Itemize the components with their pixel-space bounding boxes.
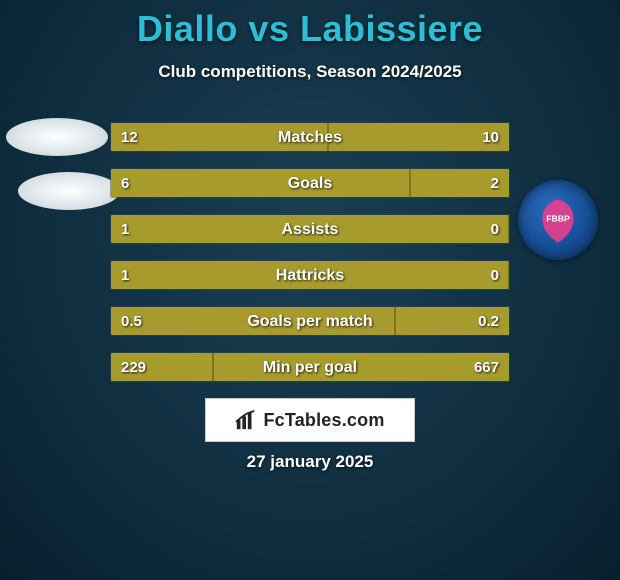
stat-value-right: 667: [474, 353, 499, 382]
card-title: Diallo vs Labissiere: [0, 0, 620, 50]
brand-logo-icon: [235, 409, 257, 431]
stat-row: Goals6 2: [110, 168, 510, 198]
stat-value-right: 0: [491, 261, 499, 290]
stat-value-right: 10: [482, 123, 499, 152]
brand-box: FcTables.com: [205, 398, 415, 442]
stat-value-left: 1: [121, 215, 129, 244]
player-right-club-badge: FBBP: [518, 180, 598, 260]
stat-value-left: 12: [121, 123, 138, 152]
comparison-card: Diallo vs Labissiere Club competitions, …: [0, 0, 620, 580]
stat-row: Goals per match0.5 0.2: [110, 306, 510, 336]
brand-text: FcTables.com: [263, 410, 384, 431]
stat-value-right: 0: [491, 215, 499, 244]
stat-label: Hattricks: [111, 261, 509, 290]
club-badge-icon: FBBP: [532, 194, 584, 246]
stat-value-left: 0.5: [121, 307, 142, 336]
stat-value-left: 229: [121, 353, 146, 382]
stat-label: Assists: [111, 215, 509, 244]
stat-row: Matches12 10: [110, 122, 510, 152]
stat-value-left: 1: [121, 261, 129, 290]
stat-row: Min per goal229 667: [110, 352, 510, 382]
stat-row: Assists1 0: [110, 214, 510, 244]
svg-text:FBBP: FBBP: [546, 214, 570, 224]
stat-label: Goals per match: [111, 307, 509, 336]
player-left-avatar: [6, 118, 108, 156]
stat-value-right: 2: [491, 169, 499, 198]
stat-label: Min per goal: [111, 353, 509, 382]
stat-label: Goals: [111, 169, 509, 198]
stat-label: Matches: [111, 123, 509, 152]
card-subtitle: Club competitions, Season 2024/2025: [0, 62, 620, 82]
stat-value-right: 0.2: [478, 307, 499, 336]
stat-value-left: 6: [121, 169, 129, 198]
stats-bars: Matches1210Goals62Assists10Hattricks10Go…: [110, 122, 510, 398]
stat-row: Hattricks1 0: [110, 260, 510, 290]
player-left-avatar-2: [18, 172, 120, 210]
date-line: 27 january 2025: [0, 452, 620, 472]
